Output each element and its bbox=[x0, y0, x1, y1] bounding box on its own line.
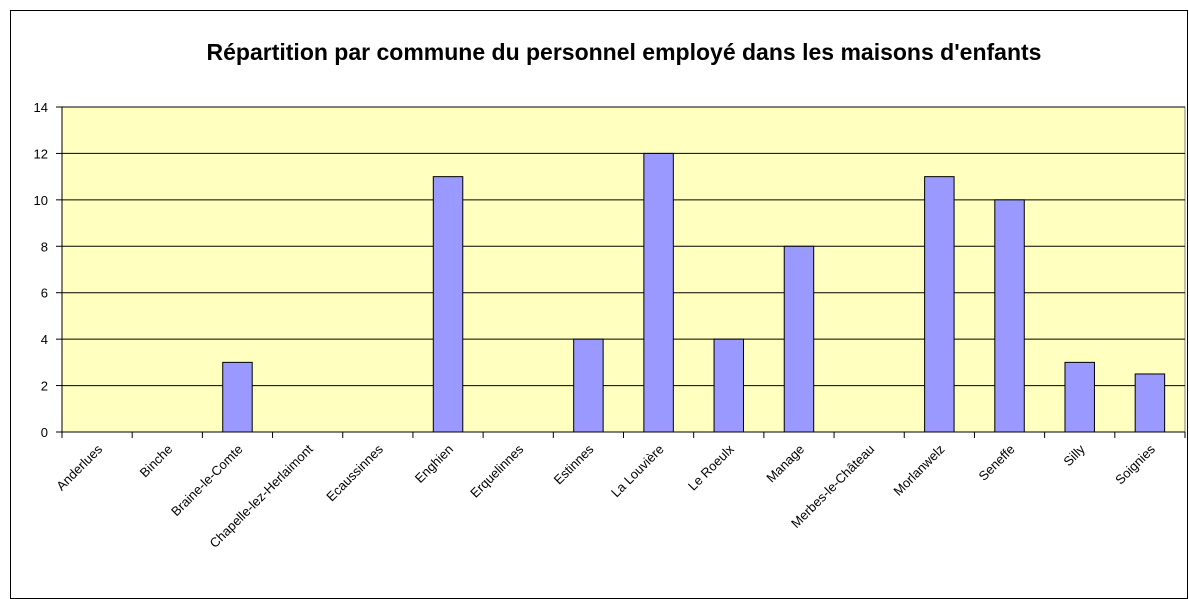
bar bbox=[924, 176, 955, 433]
bar bbox=[994, 199, 1025, 433]
bar bbox=[573, 338, 604, 433]
y-tick-label: 0 bbox=[41, 425, 48, 440]
y-tick-label: 4 bbox=[41, 332, 48, 347]
bar bbox=[222, 361, 253, 433]
y-tick-label: 8 bbox=[41, 239, 48, 254]
y-tick-label: 10 bbox=[34, 193, 48, 208]
chart-title: Répartition par commune du personnel emp… bbox=[206, 39, 1042, 65]
bar bbox=[1134, 373, 1166, 433]
bar bbox=[1064, 361, 1095, 433]
y-tick-label: 2 bbox=[41, 379, 48, 394]
y-tick-label: 6 bbox=[41, 286, 48, 301]
bar bbox=[432, 176, 464, 433]
bar bbox=[713, 338, 745, 433]
y-tick-label: 14 bbox=[34, 100, 48, 115]
bar bbox=[783, 245, 815, 433]
bar bbox=[643, 152, 674, 433]
y-tick-label: 12 bbox=[34, 146, 48, 161]
